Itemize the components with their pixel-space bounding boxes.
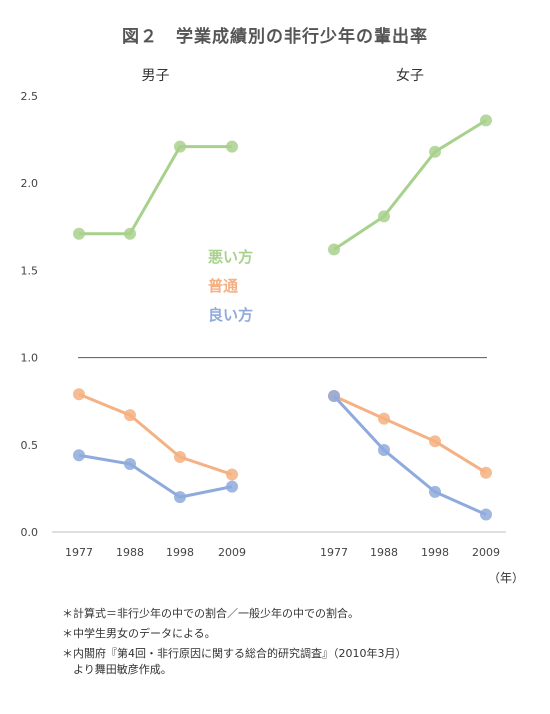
y-tick-label: 0.5 — [21, 439, 39, 452]
data-point-avg — [480, 466, 492, 479]
footnote-line: ＊計算式＝非行少年の中での割合／一般少年の中での割合。 — [62, 607, 359, 620]
data-point-bad — [328, 243, 340, 256]
panels: 男子 1977 1988 1998 2009 女子 1977 1988 1998 2009 — [65, 67, 500, 559]
chart-title: 図２ 学業成績別の非行少年の輩出率 — [122, 27, 428, 47]
data-point-good — [429, 485, 441, 498]
legend-label-avg: 普通 — [208, 277, 238, 295]
footnote-line: ＊内閣府『第4回・非行原因に関する総合的研究調査』（2010年3月） — [62, 647, 407, 660]
data-point-avg — [124, 409, 136, 422]
panel: 女子 1977 1988 1998 2009 — [320, 67, 500, 559]
data-point-avg — [378, 412, 390, 425]
data-point-bad — [174, 140, 186, 153]
x-tick-label: 2009 — [472, 546, 500, 559]
panel-title: 女子 — [396, 67, 424, 84]
footnote-line: より舞田敏彦作成。 — [62, 663, 172, 676]
data-point-avg — [226, 468, 238, 481]
footnotes: ＊計算式＝非行少年の中での割合／一般少年の中での割合。 ＊中学生男女のデータによる… — [62, 606, 532, 682]
data-point-bad — [480, 114, 492, 127]
footnote: ＊内閣府『第4回・非行原因に関する総合的研究調査』（2010年3月） より舞田敏… — [62, 646, 532, 678]
x-tick-label: 2009 — [218, 546, 246, 559]
y-tick-label: 2.0 — [21, 177, 39, 190]
data-point-good — [73, 449, 85, 462]
y-axis: 0.0 0.5 1.0 1.5 2.0 2.5 — [21, 90, 506, 539]
data-point-bad — [429, 145, 441, 158]
data-point-good — [328, 389, 340, 402]
series-line-avg — [78, 392, 233, 476]
panel-title: 男子 — [142, 68, 170, 84]
y-tick-label: 1.0 — [21, 352, 39, 365]
data-point-good — [174, 491, 186, 504]
footnote: ＊計算式＝非行少年の中での割合／一般少年の中での割合。 — [62, 606, 532, 622]
data-point-good — [378, 444, 390, 457]
series-line-good — [78, 453, 233, 499]
series-line-avg — [333, 394, 487, 474]
data-point-bad — [378, 210, 390, 223]
y-tick-label: 1.5 — [21, 264, 39, 277]
data-point-good — [124, 457, 136, 470]
x-tick-label: 1977 — [320, 546, 348, 559]
series-line-bad — [79, 145, 232, 236]
panel: 男子 1977 1988 1998 2009 — [65, 68, 246, 559]
x-axis-unit-label: （年） — [488, 571, 524, 585]
data-point-good — [480, 508, 492, 521]
data-point-avg — [174, 451, 186, 464]
x-tick-label: 1998 — [166, 546, 194, 559]
y-tick-label: 2.5 — [21, 90, 39, 103]
data-point-bad — [226, 140, 238, 153]
footnote-line: ＊中学生男女のデータによる。 — [62, 627, 216, 640]
x-tick-label: 1977 — [65, 546, 93, 559]
legend-label-good: 良い方 — [208, 306, 253, 324]
x-tick-label: 1988 — [116, 546, 144, 559]
x-tick-label: 1988 — [370, 546, 398, 559]
data-point-good — [226, 480, 238, 493]
data-point-avg — [429, 435, 441, 448]
footnote: ＊中学生男女のデータによる。 — [62, 626, 532, 642]
series-line-bad — [333, 119, 487, 251]
x-tick-label: 1998 — [421, 546, 449, 559]
data-point-bad — [73, 227, 85, 240]
legend-label-bad: 悪い方 — [208, 248, 253, 266]
line-chart: 0.0 0.5 1.0 1.5 2.0 2.5 男子 1977 1988 1998 2009 女子 1… — [21, 67, 525, 585]
y-tick-label: 0.0 — [21, 526, 39, 539]
series-line-good — [332, 394, 487, 516]
data-point-avg — [73, 388, 85, 401]
data-point-bad — [124, 227, 136, 240]
